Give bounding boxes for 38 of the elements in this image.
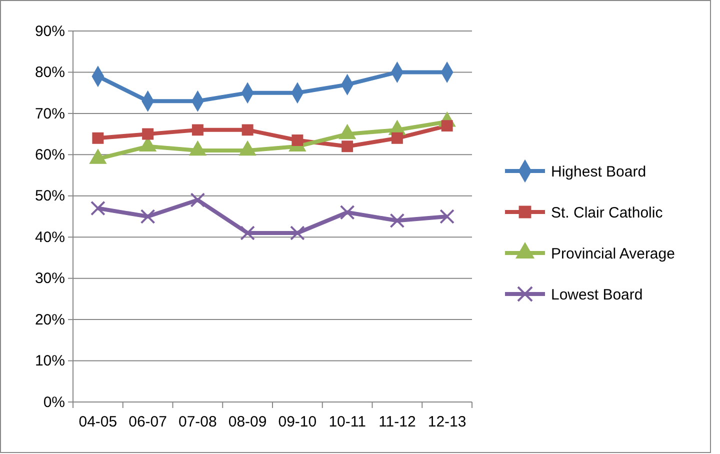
x-tick-label: 12-13 (428, 414, 466, 431)
legend-label: Provincial Average (551, 245, 675, 262)
legend-label: Lowest Board (551, 286, 643, 304)
legend-label: St. Clair Catholic (551, 204, 664, 222)
point (390, 213, 405, 228)
x-tick-label: 04-05 (78, 414, 118, 431)
point (242, 124, 254, 136)
y-tick-label: 90% (34, 22, 65, 40)
x-tick-label: 06-07 (128, 414, 167, 431)
point (391, 132, 403, 144)
point (290, 226, 305, 240)
y-tick-label: 70% (34, 105, 65, 122)
x-tick-label: 09-10 (278, 414, 317, 431)
point (192, 124, 204, 136)
point (292, 134, 304, 146)
legend-label: Highest Board (551, 163, 646, 180)
y-tick-label: 40% (34, 228, 65, 246)
x-tick-label: 07-08 (178, 414, 217, 431)
y-tick-label: 10% (34, 352, 65, 370)
x-tick-label: 08-09 (228, 414, 267, 431)
point (90, 200, 106, 216)
point (342, 140, 354, 152)
point (92, 132, 104, 144)
y-tick-label: 30% (34, 270, 65, 288)
point (190, 192, 206, 208)
y-tick-label: 60% (34, 146, 65, 164)
y-tick-label: 50% (34, 188, 65, 205)
point (441, 120, 453, 132)
y-tick-label: 20% (34, 311, 65, 328)
x-tick-label: 10-11 (328, 414, 366, 431)
point (240, 226, 256, 240)
y-tick-label: 80% (34, 64, 65, 82)
y-tick-label: 0% (43, 394, 65, 411)
point (142, 128, 154, 140)
point (340, 204, 355, 220)
x-tick-label: 11-12 (378, 414, 416, 431)
point (440, 209, 455, 224)
point (140, 209, 156, 224)
